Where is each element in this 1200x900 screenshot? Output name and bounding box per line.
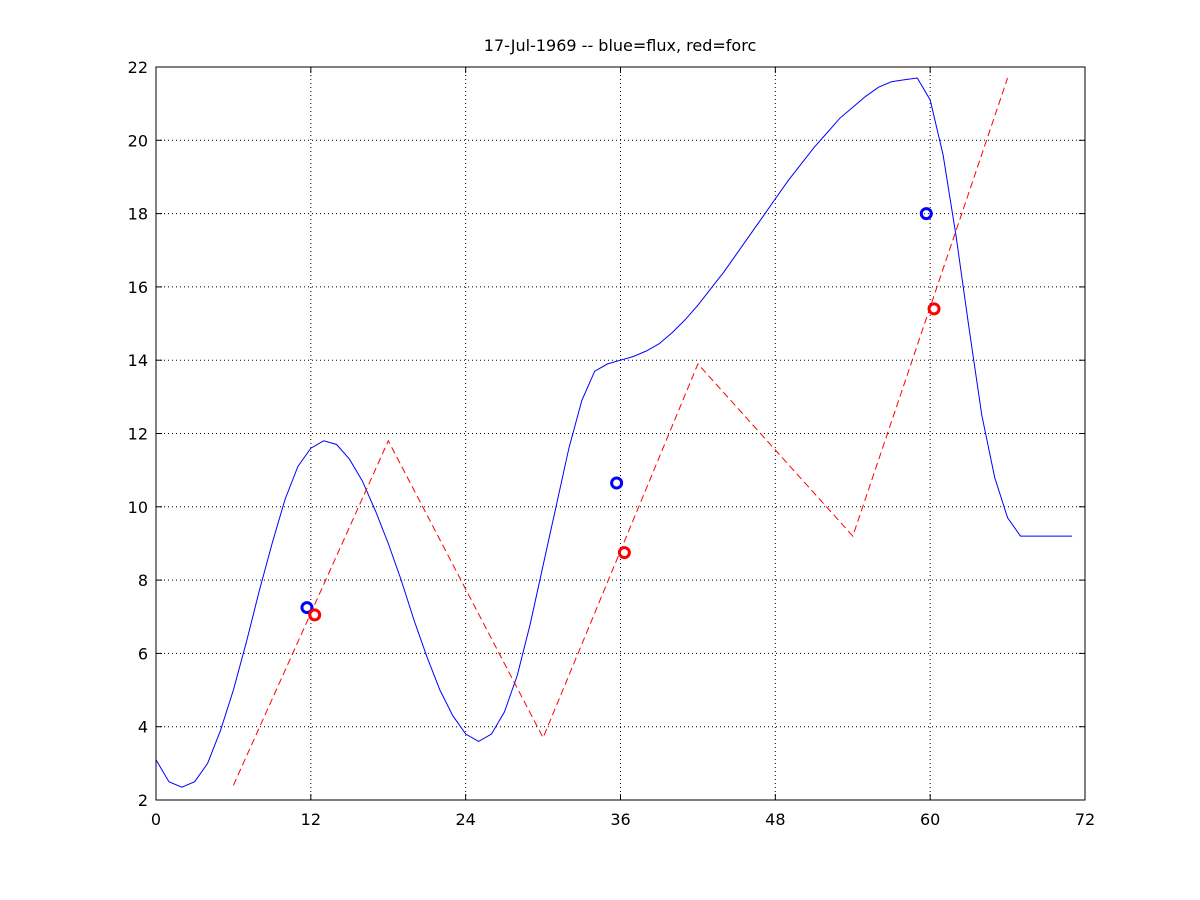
x-tick-label: 0 — [151, 810, 161, 829]
y-tick-label: 22 — [128, 58, 148, 77]
y-tick-label: 10 — [128, 498, 148, 517]
y-tick-label: 6 — [138, 644, 148, 663]
x-tick-label: 48 — [765, 810, 785, 829]
forc-marker — [927, 302, 941, 316]
chart-title: 17-Jul-1969 -- blue=flux, red=forc — [484, 36, 756, 55]
flux-marker — [610, 476, 624, 490]
forc-marker — [617, 546, 631, 560]
y-tick-label: 8 — [138, 571, 148, 590]
series-layer — [155, 77, 1073, 788]
flux-marker — [300, 601, 314, 615]
y-tick-label: 16 — [128, 278, 148, 297]
y-tick-label: 4 — [138, 718, 148, 737]
y-tick-label: 12 — [128, 425, 148, 444]
x-tick-label: 72 — [1075, 810, 1095, 829]
x-tick-label: 36 — [610, 810, 630, 829]
flux-marker — [919, 207, 933, 221]
y-tick-label: 14 — [128, 351, 148, 370]
grid-lines — [156, 67, 1085, 800]
x-tick-label: 12 — [301, 810, 321, 829]
x-tick-label: 60 — [920, 810, 940, 829]
y-tick-label: 20 — [128, 131, 148, 150]
y-tick-label: 2 — [138, 791, 148, 810]
marker-layer — [300, 207, 941, 622]
flux-series-line — [155, 77, 1073, 788]
forc-marker — [308, 608, 322, 622]
x-tick-label: 24 — [455, 810, 475, 829]
y-tick-label: 18 — [128, 205, 148, 224]
